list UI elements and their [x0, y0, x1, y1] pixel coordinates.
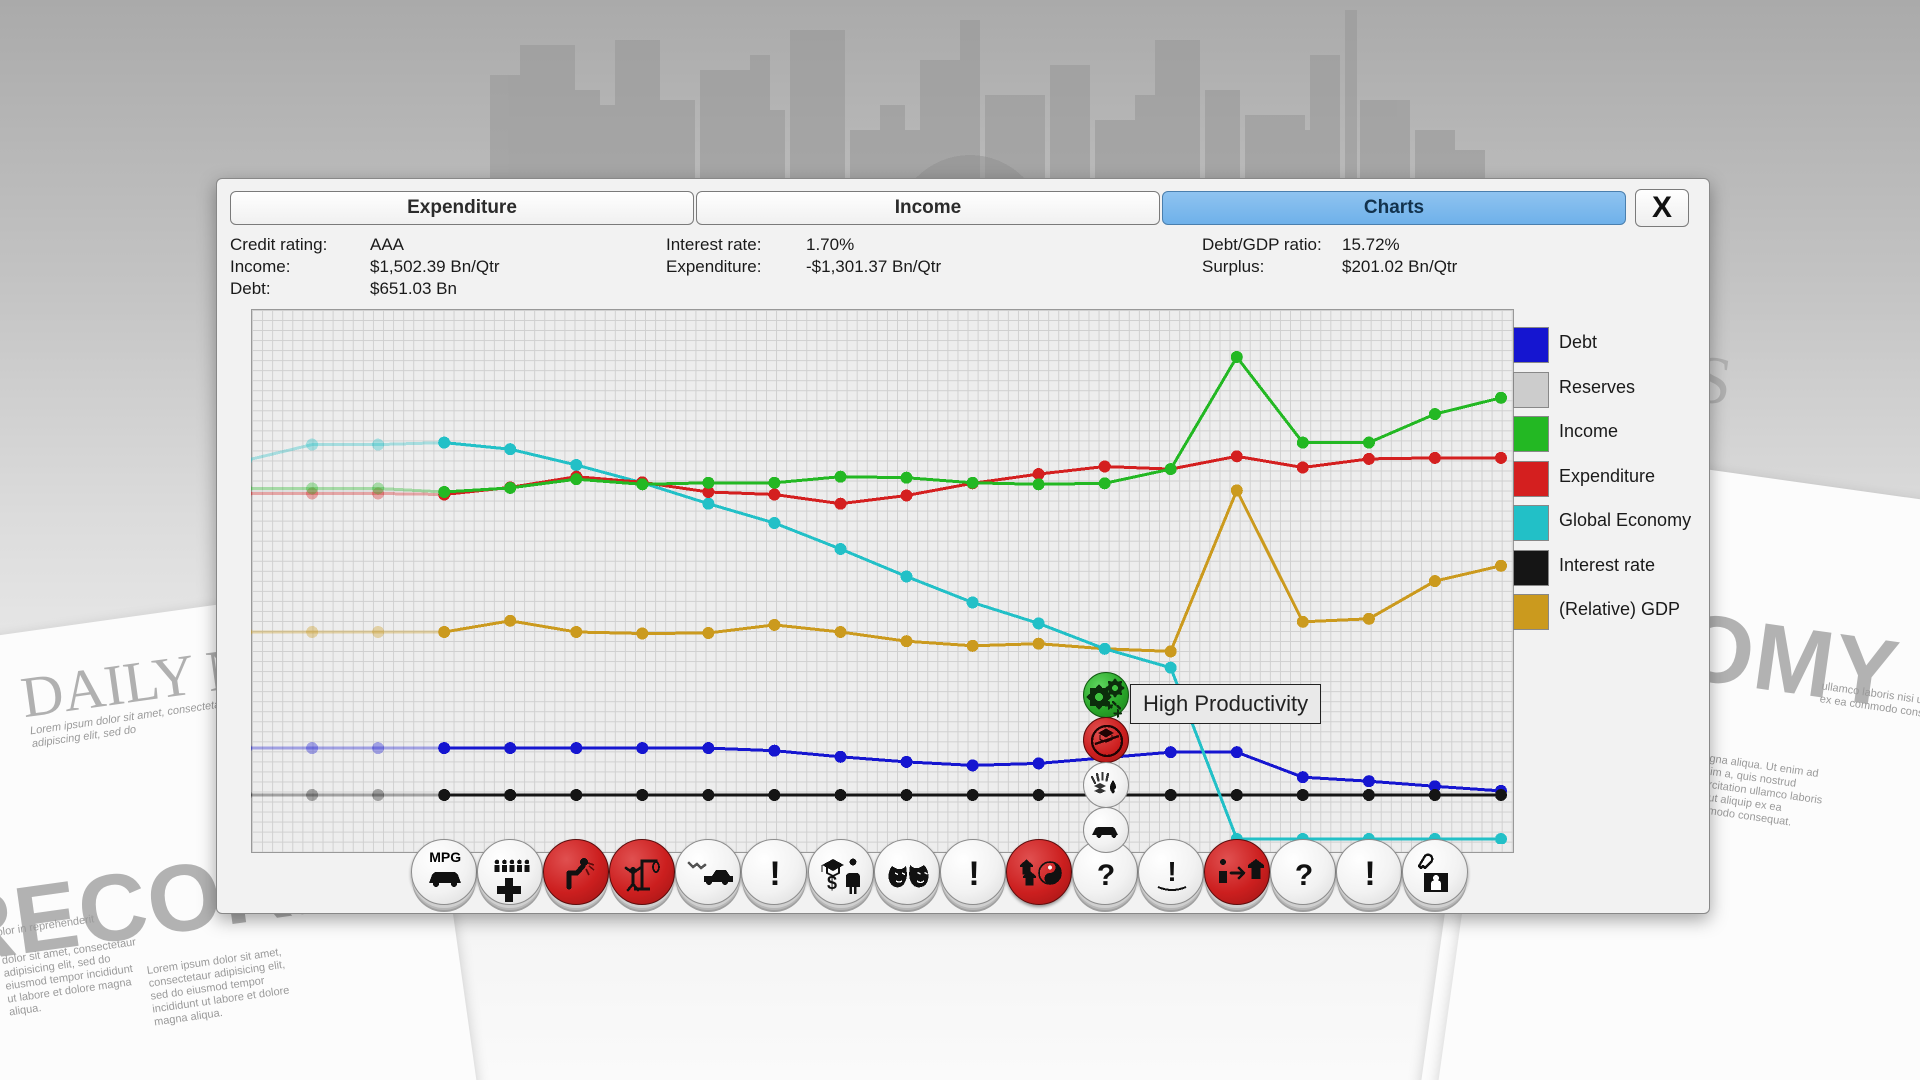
svg-text:!: !	[770, 855, 781, 893]
svg-text:?: ?	[1097, 859, 1115, 892]
svg-text:!: !	[968, 855, 979, 893]
svg-text:!: !	[1364, 855, 1375, 893]
svg-text:?: ?	[1295, 859, 1313, 892]
svg-text:$: $	[826, 873, 836, 893]
svg-text:!: !	[1167, 856, 1176, 887]
